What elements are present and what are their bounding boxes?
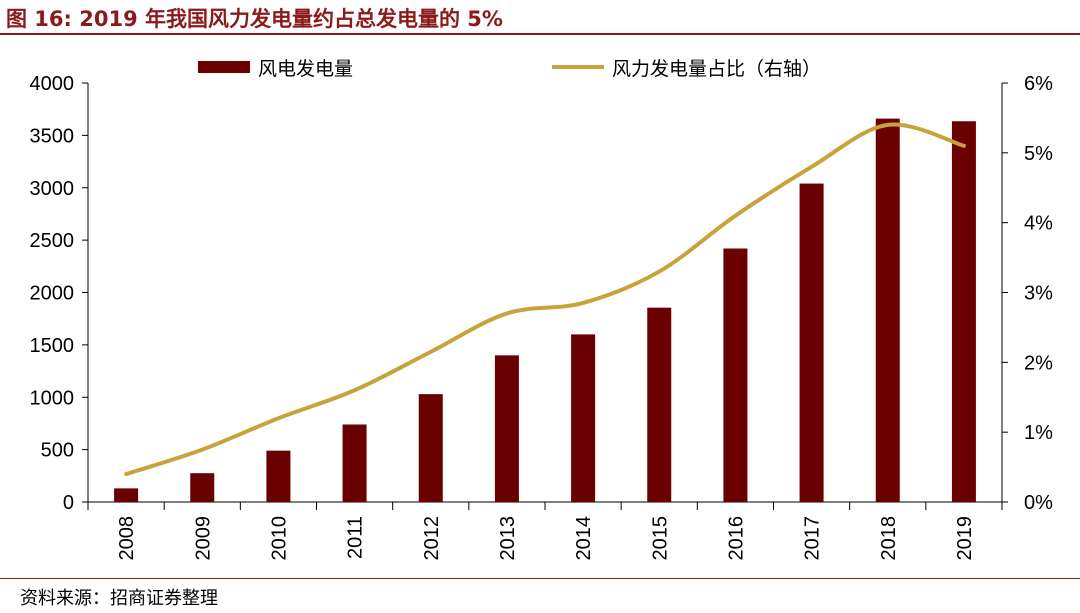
y-tick-label: 0: [63, 492, 74, 514]
bar: [114, 488, 139, 502]
ticks: 0 500 1000 1500 2000 2500 3000 3500 4000 0% 1% 2% 3%…: [30, 73, 1054, 561]
bar: [418, 394, 443, 502]
bar: [647, 307, 672, 502]
x-tick-label: 2011: [345, 516, 367, 559]
y2-tick-label: 1%: [1024, 422, 1053, 444]
legend-swatch-bar: [198, 61, 250, 73]
legend-label-line: 风力发电量占比（右轴）: [612, 58, 821, 80]
y2-tick-label: 6%: [1024, 73, 1053, 95]
bar: [723, 248, 748, 502]
y-tick-label: 3500: [30, 125, 75, 147]
x-tick-label: 2010: [268, 516, 290, 561]
bar: [494, 355, 519, 502]
chart-title: 图 16: 2019 年我国风力发电量约占总发电量的 5%: [6, 7, 503, 31]
y-tick-label: 2500: [30, 230, 75, 252]
x-tick-label: 2015: [649, 516, 671, 561]
y2-tick-label: 2%: [1024, 352, 1053, 374]
legend: 风电发电量 风力发电量占比（右轴）: [198, 58, 821, 80]
y2-tick-label: 4%: [1024, 213, 1053, 235]
x-tick-label: 2009: [192, 516, 214, 561]
y-tick-label: 500: [41, 440, 74, 462]
y-tick-label: 1500: [30, 335, 75, 357]
y-tick-label: 2000: [30, 283, 75, 305]
title-rule: [0, 33, 1080, 35]
x-tick-label: 2017: [802, 516, 824, 561]
bar: [951, 121, 976, 502]
bar: [190, 473, 215, 502]
footer-rule: [0, 578, 1080, 579]
x-tick-label: 2014: [573, 516, 595, 561]
x-tick-label: 2016: [725, 516, 747, 561]
y2-tick-label: 3%: [1024, 283, 1053, 305]
x-tick-label: 2019: [954, 516, 976, 561]
y2-tick-label: 5%: [1024, 143, 1053, 165]
line-series-path: [124, 122, 966, 477]
x-tick-label: 2018: [878, 516, 900, 561]
y-tick-label: 3000: [30, 178, 75, 200]
bar: [875, 118, 900, 503]
bar: [571, 334, 596, 502]
source-note: 资料来源：招商证券整理: [20, 588, 218, 609]
bar: [799, 183, 824, 502]
line-series: [124, 122, 966, 477]
x-tick-label: 2008: [116, 516, 138, 561]
bar: [266, 450, 291, 502]
bars: [114, 118, 976, 503]
x-tick-label: 2012: [421, 516, 443, 561]
y-tick-label: 1000: [30, 387, 75, 409]
y-tick-label: 4000: [30, 73, 75, 95]
x-tick-label: 2013: [497, 516, 519, 561]
bar: [342, 424, 367, 502]
y2-tick-label: 0%: [1024, 492, 1053, 514]
legend-label-bar: 风电发电量: [258, 58, 353, 80]
